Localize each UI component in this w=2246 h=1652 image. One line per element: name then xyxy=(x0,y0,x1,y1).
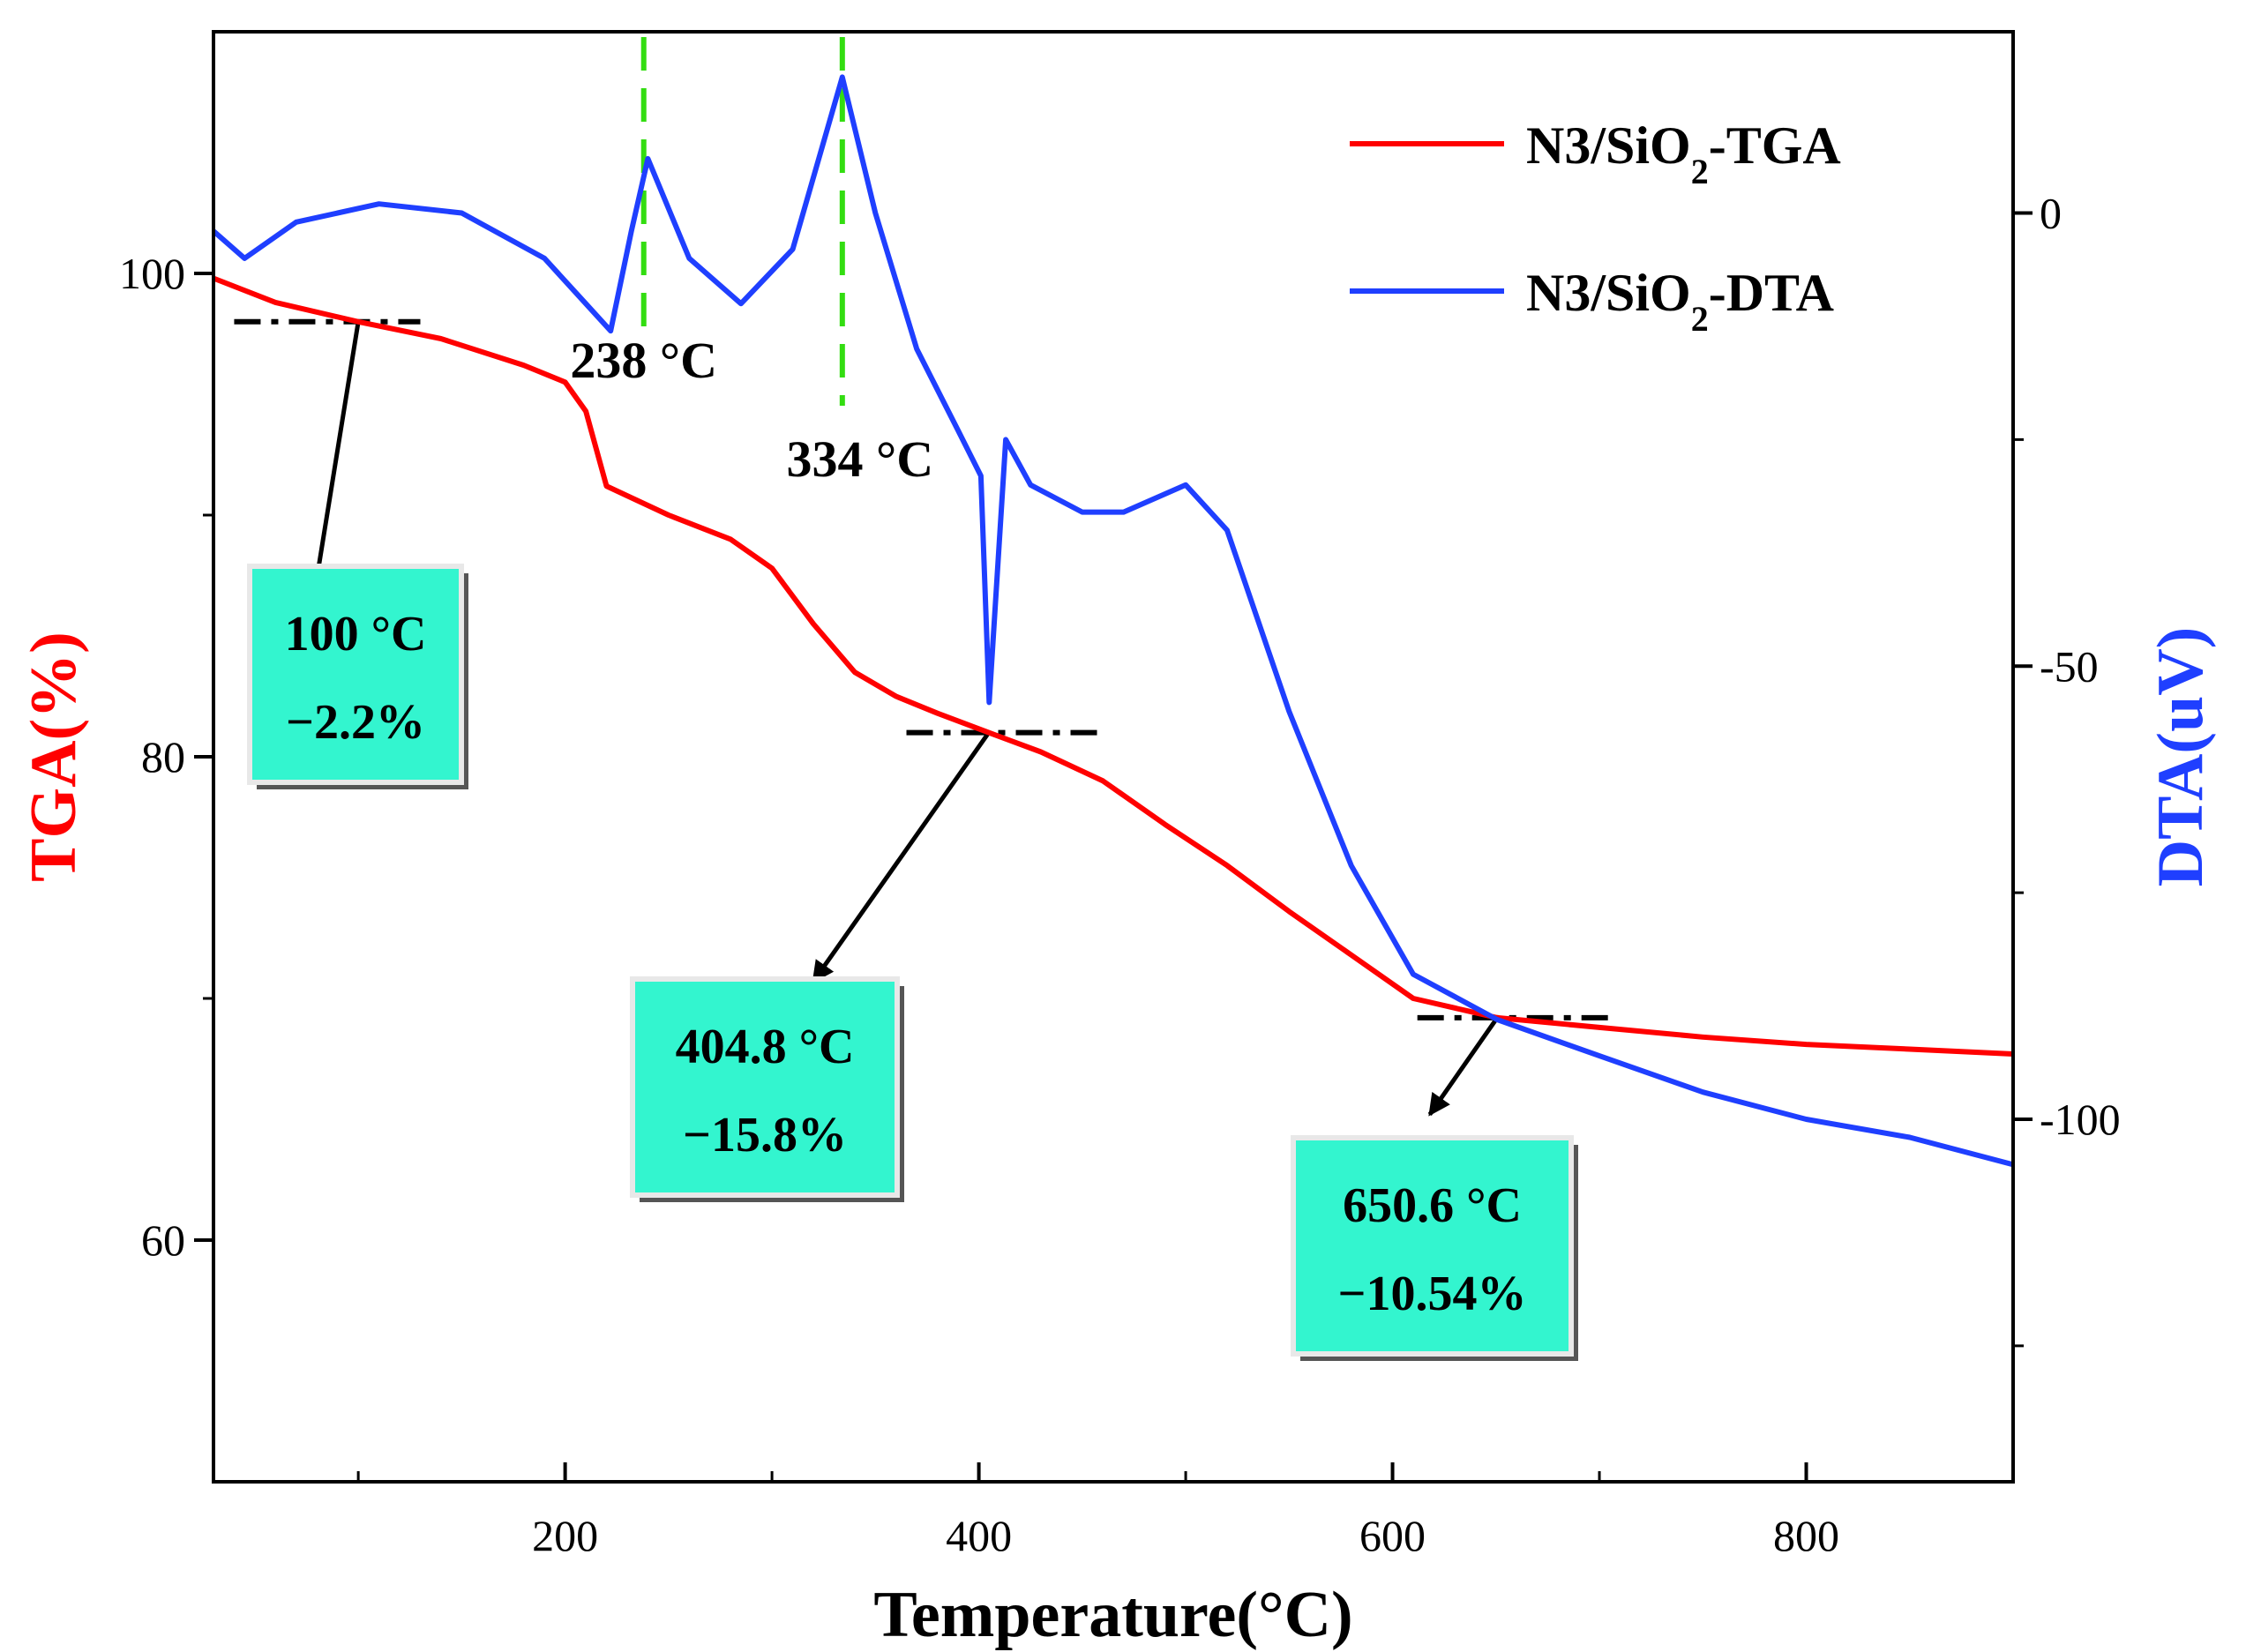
y-right-axis-title: DTA(uV) xyxy=(2145,627,2217,887)
annotation-arrow xyxy=(811,731,991,983)
annotation-loss-label: −10.54% xyxy=(1338,1267,1527,1321)
dta-series-line xyxy=(212,74,2014,1168)
annotation-temp-label: 404.8 °C xyxy=(676,1020,855,1074)
legend: N3/SiO2-TGA N3/SiO2-DTA xyxy=(1350,116,1841,339)
legend-label-tga: N3/SiO2-TGA xyxy=(1526,116,1841,191)
tga-series-line xyxy=(212,275,2014,1057)
y-left-axis-title: TGA(%) xyxy=(18,632,90,882)
legend-label-tga-main: N3/SiO xyxy=(1526,116,1691,175)
y-right-tick-label: -50 xyxy=(2040,641,2099,691)
annotation-arrow xyxy=(1427,1016,1500,1117)
annotation-temp-label: 650.6 °C xyxy=(1343,1178,1522,1233)
legend-label-tga-subscript: 2 xyxy=(1691,152,1709,191)
x-tick-label: 200 xyxy=(532,1511,598,1560)
annotation-loss-label: −15.8% xyxy=(683,1108,847,1162)
legend-label-dta: N3/SiO2-DTA xyxy=(1526,264,1834,339)
x-axis-title: Temperature(°C) xyxy=(873,1579,1352,1651)
tick-layer: 200 400 600 800 60 80 100 0 -50 -100 xyxy=(119,189,2121,1561)
annotation-loss-label: −2.2% xyxy=(286,695,425,750)
legend-label-dta-tail: -DTA xyxy=(1709,264,1834,322)
series-layer xyxy=(212,74,2014,1168)
x-tick-label: 600 xyxy=(1359,1511,1426,1560)
y-left-tick-label: 60 xyxy=(141,1215,185,1265)
y-right-tick-label: 0 xyxy=(2040,189,2062,238)
annotation-box xyxy=(247,564,464,785)
annotation-temp-label: 100 °C xyxy=(285,607,427,662)
annotation-box xyxy=(630,976,900,1198)
y-left-tick-label: 80 xyxy=(141,732,185,781)
annotation-box xyxy=(1291,1135,1574,1357)
legend-label-dta-subscript: 2 xyxy=(1691,299,1709,339)
x-tick-label: 800 xyxy=(1773,1511,1839,1560)
peak-label: 238 °C xyxy=(570,332,717,389)
box-layer: 100 °C −2.2% 404.8 °C −15.8% 650.6 °C −10.54% xyxy=(247,564,1578,1361)
plot-frame xyxy=(212,30,2015,1484)
y-right-tick-label: -100 xyxy=(2040,1095,2121,1144)
y-left-tick-label: 100 xyxy=(119,249,185,298)
legend-label-dta-main: N3/SiO xyxy=(1526,264,1691,322)
x-tick-label: 400 xyxy=(946,1511,1012,1560)
peak-label: 334 °C xyxy=(787,430,934,488)
legend-label-tga-tail: -TGA xyxy=(1709,116,1841,175)
